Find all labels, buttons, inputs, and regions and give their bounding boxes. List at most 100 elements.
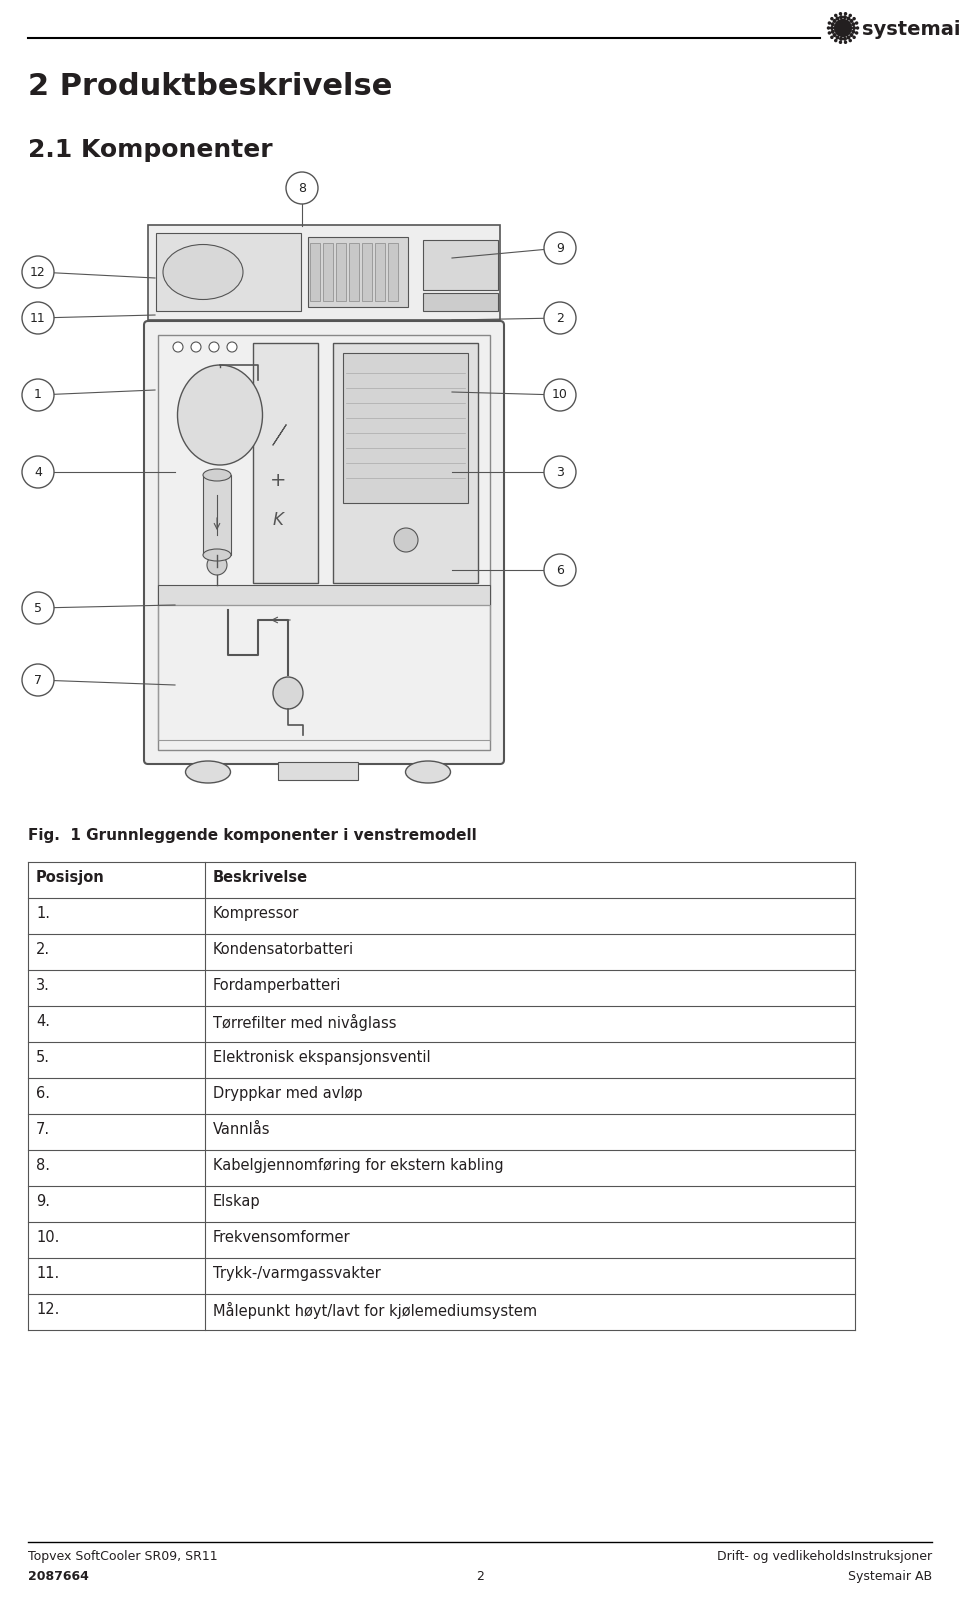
Text: 2: 2 <box>556 312 564 325</box>
Circle shape <box>837 26 841 30</box>
Text: Elektronisk ekspansjonsventil: Elektronisk ekspansjonsventil <box>213 1051 431 1065</box>
Circle shape <box>853 37 855 38</box>
Text: 9.: 9. <box>36 1194 50 1209</box>
Text: 10.: 10. <box>36 1230 60 1246</box>
Circle shape <box>852 22 854 26</box>
Circle shape <box>838 29 842 32</box>
Text: Elskap: Elskap <box>213 1194 260 1209</box>
Circle shape <box>843 29 847 34</box>
Circle shape <box>845 42 847 43</box>
Circle shape <box>828 22 830 24</box>
Circle shape <box>838 27 842 30</box>
Text: Frekvensomformer: Frekvensomformer <box>213 1230 350 1246</box>
Circle shape <box>22 379 54 411</box>
Circle shape <box>850 40 852 42</box>
Circle shape <box>834 14 837 16</box>
Circle shape <box>845 13 847 14</box>
Ellipse shape <box>273 676 303 708</box>
Bar <box>308 237 408 307</box>
Bar <box>423 240 498 289</box>
Circle shape <box>839 29 843 34</box>
Text: 10: 10 <box>552 389 568 401</box>
Circle shape <box>836 37 839 38</box>
Circle shape <box>544 232 576 264</box>
Bar <box>158 585 490 604</box>
Circle shape <box>544 302 576 334</box>
Text: Systemair AB: Systemair AB <box>848 1570 932 1583</box>
Text: 2.1 Komponenter: 2.1 Komponenter <box>28 138 273 161</box>
Text: Posisjon: Posisjon <box>36 870 105 884</box>
Circle shape <box>835 24 838 27</box>
Circle shape <box>840 16 843 19</box>
Bar <box>310 243 320 301</box>
Ellipse shape <box>203 469 231 481</box>
Text: 1: 1 <box>34 389 42 401</box>
Bar <box>253 344 318 584</box>
Circle shape <box>842 29 846 34</box>
Text: 4.: 4. <box>36 1014 50 1030</box>
Circle shape <box>834 26 838 30</box>
Circle shape <box>207 555 227 576</box>
Text: Kompressor: Kompressor <box>213 907 300 921</box>
Circle shape <box>830 37 833 38</box>
Circle shape <box>544 456 576 488</box>
Circle shape <box>840 19 844 22</box>
Circle shape <box>836 22 839 26</box>
Circle shape <box>828 27 829 29</box>
Text: Fordamperbatteri: Fordamperbatteri <box>213 979 342 993</box>
Circle shape <box>847 30 850 34</box>
Text: 4: 4 <box>34 465 42 478</box>
Text: Vannlås: Vannlås <box>213 1122 271 1137</box>
Circle shape <box>845 32 848 35</box>
Text: 5: 5 <box>34 601 42 614</box>
Circle shape <box>849 26 852 30</box>
Text: 11: 11 <box>30 312 46 325</box>
Text: Målepunkt høyt/lavt for kjølemediumsystem: Målepunkt høyt/lavt for kjølemediumsyste… <box>213 1302 538 1319</box>
Circle shape <box>836 30 839 34</box>
Ellipse shape <box>178 365 262 465</box>
Text: 8: 8 <box>298 182 306 195</box>
Circle shape <box>544 379 576 411</box>
Circle shape <box>830 27 833 29</box>
Bar <box>349 243 359 301</box>
Text: Topvex SoftCooler SR09, SR11: Topvex SoftCooler SR09, SR11 <box>28 1549 218 1562</box>
Bar <box>375 243 385 301</box>
Text: 3: 3 <box>556 465 564 478</box>
Text: Drift- og vedlikeholdsInstruksjoner: Drift- og vedlikeholdsInstruksjoner <box>717 1549 932 1562</box>
Bar <box>148 225 500 320</box>
Text: 12.: 12. <box>36 1302 60 1318</box>
Circle shape <box>835 29 838 32</box>
Circle shape <box>22 256 54 288</box>
Circle shape <box>847 37 850 38</box>
Text: Tørrefilter med nivåglass: Tørrefilter med nivåglass <box>213 1014 396 1031</box>
Circle shape <box>191 342 201 352</box>
Circle shape <box>845 21 848 24</box>
Circle shape <box>839 13 842 14</box>
Text: Kondensatorbatteri: Kondensatorbatteri <box>213 942 354 956</box>
Bar <box>336 243 346 301</box>
Circle shape <box>838 24 842 27</box>
Circle shape <box>839 42 842 43</box>
Text: +: + <box>270 470 286 489</box>
Bar <box>203 475 231 555</box>
Text: 2: 2 <box>476 1570 484 1583</box>
Circle shape <box>833 34 836 37</box>
Ellipse shape <box>203 548 231 561</box>
Text: 2087664: 2087664 <box>28 1570 89 1583</box>
Text: Fig.  1 Grunnleggende komponenter i venstremodell: Fig. 1 Grunnleggende komponenter i venst… <box>28 828 477 843</box>
Ellipse shape <box>163 245 243 299</box>
Circle shape <box>838 21 841 24</box>
Bar <box>423 293 498 310</box>
Text: systemair: systemair <box>862 21 960 38</box>
Circle shape <box>394 528 418 552</box>
Circle shape <box>173 342 183 352</box>
Circle shape <box>847 18 850 19</box>
Circle shape <box>853 18 855 19</box>
Circle shape <box>836 18 839 19</box>
Circle shape <box>845 27 849 30</box>
Circle shape <box>848 29 852 32</box>
Circle shape <box>831 30 834 34</box>
Circle shape <box>227 342 237 352</box>
Circle shape <box>828 32 830 34</box>
Circle shape <box>843 22 847 27</box>
